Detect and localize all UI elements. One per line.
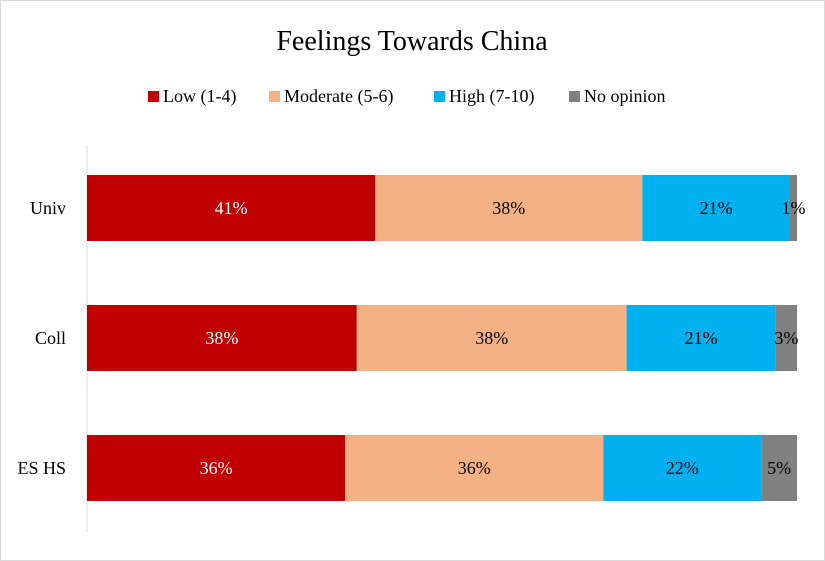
category-label-0: Univ (30, 198, 66, 218)
bar-1-1 (356, 305, 627, 371)
bar-2-1 (345, 435, 604, 501)
data-label-0-1: 38% (492, 198, 525, 218)
bar-2-3 (761, 435, 797, 501)
bar-0-0 (87, 175, 376, 241)
data-label-1-3: 3% (774, 328, 798, 348)
bars (87, 175, 797, 501)
data-label-2-1: 36% (458, 458, 491, 478)
data-label-1-0: 38% (205, 328, 238, 348)
data-label-2-3: 5% (767, 458, 791, 478)
data-label-0-3: 1% (781, 198, 805, 218)
legend: Low (1-4) Moderate (5-6) High (7-10) No opi… (148, 86, 666, 107)
legend-swatch-2 (434, 91, 445, 102)
bar-0-3 (789, 175, 797, 241)
category-label-2: ES HS (17, 458, 66, 478)
legend-swatch-3 (569, 91, 580, 102)
chart-title: Feelings Towards China (276, 26, 548, 57)
bar-1-3 (775, 305, 797, 371)
legend-label-3: No opinion (584, 86, 666, 106)
bar-0-2 (642, 175, 790, 241)
data-label-2-2: 22% (666, 458, 699, 478)
category-axis-labels: Univ Coll ES HS (17, 198, 66, 478)
data-labels: 41% 38% 21% 1% 38% 38% 21% 3% 36% 36% 22% 5% (200, 198, 806, 478)
legend-swatch-0 (148, 91, 159, 102)
legend-label-0: Low (1-4) (163, 86, 236, 107)
data-label-0-0: 41% (215, 198, 248, 218)
legend-swatch-1 (269, 91, 280, 102)
bar-0-1 (375, 175, 643, 241)
data-label-1-2: 21% (685, 328, 718, 348)
category-label-1: Coll (35, 328, 66, 348)
data-label-1-1: 38% (475, 328, 508, 348)
data-label-2-0: 36% (200, 458, 233, 478)
data-label-0-2: 21% (700, 198, 733, 218)
bar-2-0 (87, 435, 346, 501)
legend-label-2: High (7-10) (449, 86, 534, 107)
legend-label-1: Moderate (5-6) (284, 86, 393, 107)
bar-2-2 (603, 435, 762, 501)
bar-1-0 (87, 305, 357, 371)
bar-1-2 (626, 305, 776, 371)
